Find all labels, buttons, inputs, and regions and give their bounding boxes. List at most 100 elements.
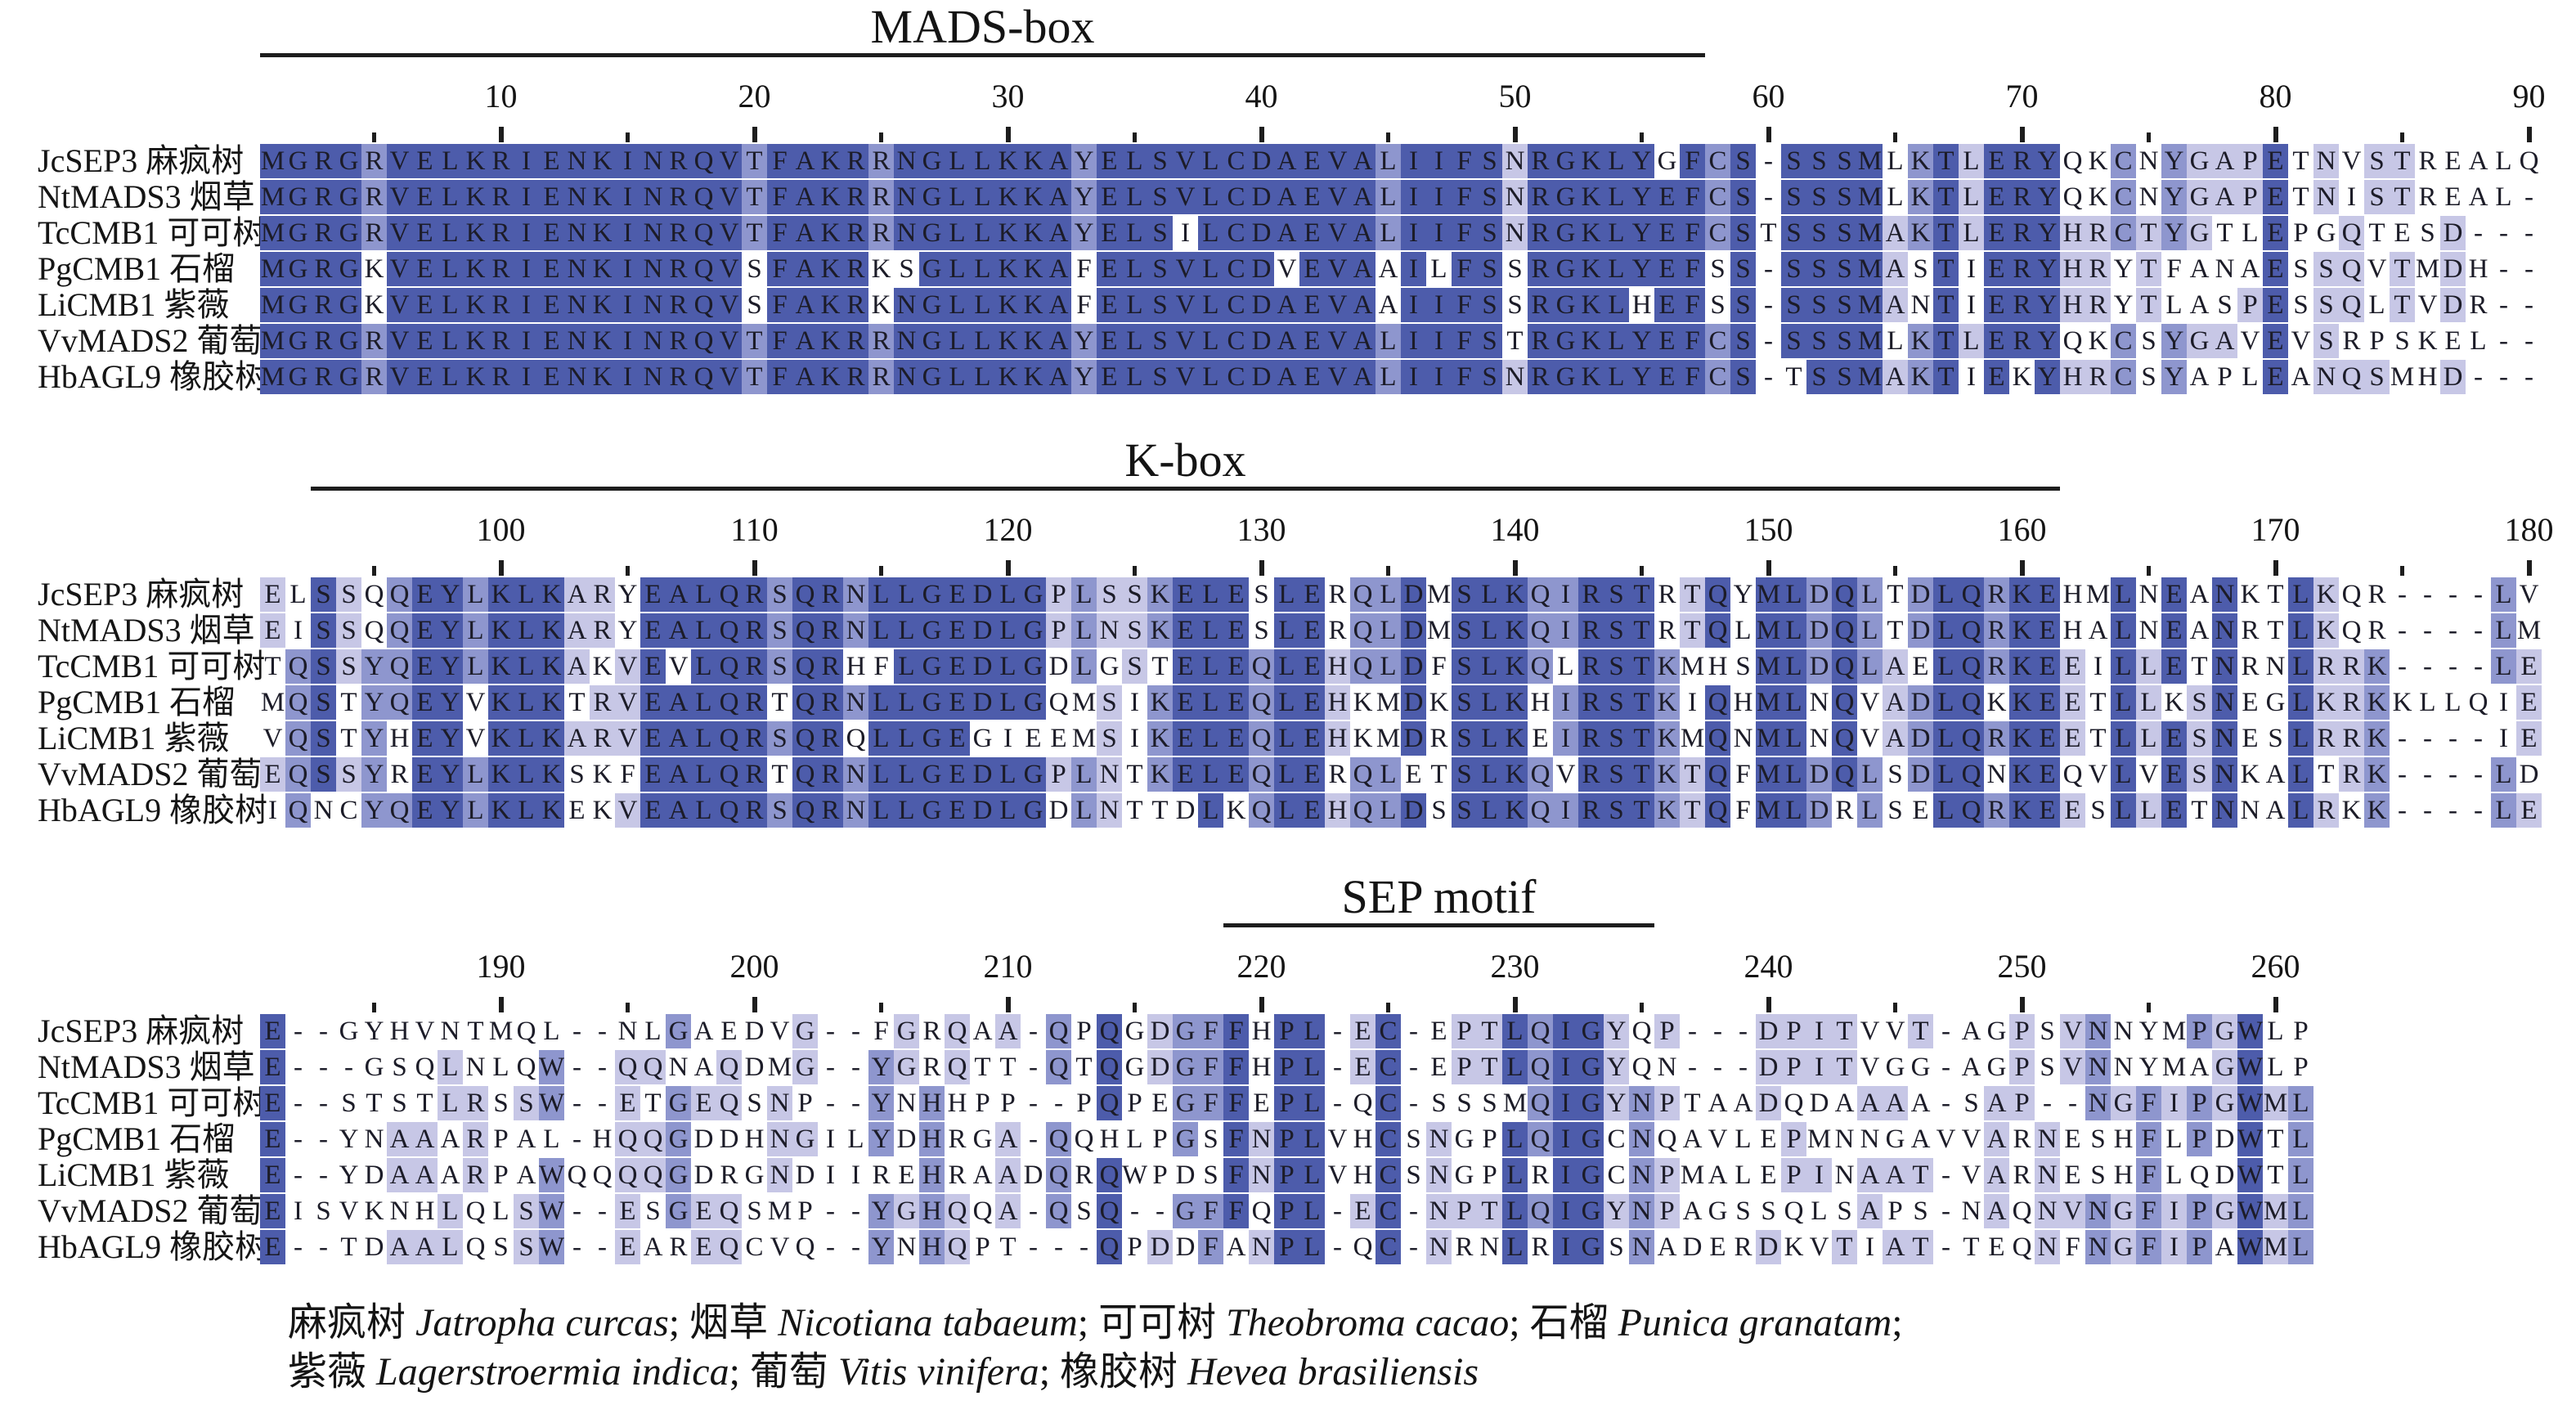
sequence-row: VvMADS2 葡萄 E I S V K N H L Q L S W - - E S G E Q S M P - - Y G H Q Q A… xyxy=(0,1194,2313,1228)
residue-cell: R xyxy=(311,216,336,250)
residue-cell: L xyxy=(894,613,919,648)
residue-cell: K xyxy=(463,180,488,214)
residue-cell: E xyxy=(1173,757,1198,792)
residue-cell: K xyxy=(2364,685,2390,720)
residue-cell: E xyxy=(2161,793,2187,828)
residue-cell: - xyxy=(294,1089,303,1118)
residue-cell: L xyxy=(1857,613,1883,648)
residue-cell: P xyxy=(1127,1089,1142,1118)
residue-cell: Y xyxy=(2035,288,2060,322)
caption-chinese-name: 麻疯树 xyxy=(288,1301,416,1344)
residue-cell: F xyxy=(2136,1158,2161,1192)
residue-cell: R xyxy=(1578,721,1604,756)
residue-cell: V xyxy=(1961,1124,1981,1154)
ruler-number: 150 xyxy=(1744,511,1793,548)
residue-cell: C xyxy=(1376,1050,1401,1084)
residue-cell: - xyxy=(851,1196,860,1226)
residue-cell: P xyxy=(1274,1230,1299,1264)
residue-cell: S xyxy=(1254,580,1269,609)
residue-cell: - xyxy=(1156,1196,1165,1226)
caption-line: 紫薇 Lagerstroermia indica; 葡萄 Vitis vinif… xyxy=(288,1348,1903,1397)
species-caption: 麻疯树 Jatropha curcas; 烟草 Nicotiana tabaeu… xyxy=(288,1299,1903,1397)
residue-cell: K xyxy=(1908,360,1933,394)
residue-cell: G xyxy=(339,1017,359,1046)
residue-cell: H xyxy=(2113,1124,2134,1154)
residue-cell: G xyxy=(336,144,361,178)
residue-cell: - xyxy=(1029,1089,1038,1118)
residue-cell: R xyxy=(948,1160,967,1190)
residue-cell: L xyxy=(1274,577,1299,612)
residue-cell: G xyxy=(1553,288,1578,322)
residue-cell: M xyxy=(260,252,285,286)
residue-cell: L xyxy=(1811,1196,1828,1226)
residue-cell: A xyxy=(1046,180,1071,214)
residue-cell: Q xyxy=(1350,649,1376,684)
residue-cell: D xyxy=(744,1053,765,1082)
residue-cell: S xyxy=(1477,216,1502,250)
residue-cell: K xyxy=(488,649,514,684)
residue-cell: F xyxy=(1223,1050,1249,1084)
residue-cell: L xyxy=(438,1230,463,1264)
residue-cell: K xyxy=(1021,288,1046,322)
sequence-row: NtMADS3 烟草 E - - - G S Q L N L Q W - - Q Q N A Q D M G - - Y G R Q T T… xyxy=(0,1050,2313,1084)
residue-cell: I xyxy=(826,1124,835,1154)
residue-cell: - xyxy=(2499,362,2508,392)
residue-cell: L xyxy=(644,1017,662,1046)
residue-cell: Y xyxy=(1071,180,1097,214)
residue-cell: R xyxy=(1429,724,1448,753)
residue-cell: K xyxy=(2009,649,2035,684)
residue-cell: H xyxy=(2113,1160,2134,1190)
residue-cell: Q xyxy=(945,1194,970,1228)
residue-cell: D xyxy=(2519,760,2539,789)
residue-cell: L xyxy=(2288,1230,2313,1264)
residue-cell: R xyxy=(1578,757,1604,792)
residue-cell: T xyxy=(1477,1014,1502,1048)
residue-cell: A xyxy=(792,180,818,214)
residue-cell: V xyxy=(1325,180,1350,214)
residue-cell: - xyxy=(1409,1196,1418,1226)
residue-cell: E xyxy=(539,360,564,394)
residue-cell: L xyxy=(1299,1194,1325,1228)
residue-cell: L xyxy=(1604,252,1629,286)
residue-cell: Q xyxy=(1528,1014,1553,1048)
residue-cell: A xyxy=(440,1160,460,1190)
residue-cell: N xyxy=(1249,1122,1274,1156)
residue-cell: Q xyxy=(1657,1124,1677,1154)
residue-cell: L xyxy=(945,324,970,358)
residue-cell: S xyxy=(1730,360,1756,394)
residue-cell: E xyxy=(1984,324,2009,358)
residue-cell: R xyxy=(742,613,767,648)
residue-cell: W xyxy=(2237,1158,2263,1192)
residue-cell: Q xyxy=(387,649,412,684)
residue-cell: T xyxy=(1760,218,1777,248)
residue-cell: L xyxy=(1376,649,1401,684)
residue-cell: - xyxy=(2474,362,2483,392)
residue-cell: V xyxy=(615,685,640,720)
residue-cell: P xyxy=(2237,180,2263,214)
residue-cell: D xyxy=(1401,613,1426,648)
residue-cell: - xyxy=(1688,1017,1697,1046)
residue-cell: D xyxy=(1147,1230,1173,1264)
residue-cell: P xyxy=(975,1089,990,1118)
residue-cell: L xyxy=(1122,360,1147,394)
residue-cell: G xyxy=(919,324,945,358)
residue-cell: E xyxy=(1984,252,2009,286)
residue-cell: K xyxy=(995,252,1021,286)
residue-cell: G xyxy=(972,1124,993,1154)
residue-cell: K xyxy=(590,252,615,286)
residue-cell: W xyxy=(2237,1050,2263,1084)
residue-cell: L xyxy=(2491,757,2516,792)
residue-cell: - xyxy=(2423,616,2432,645)
residue-cell: I xyxy=(1967,290,1976,320)
residue-cell: L xyxy=(1376,144,1401,178)
residue-cell: L xyxy=(2288,1158,2313,1192)
residue-cell: A xyxy=(666,685,691,720)
ruler-tick-minor xyxy=(2147,1003,2151,1012)
residue-cell: I xyxy=(1967,362,1976,392)
residue-cell: V xyxy=(387,216,412,250)
residue-cell: G xyxy=(1986,1053,2007,1082)
residue-cell: R xyxy=(361,216,387,250)
residue-cell: T xyxy=(1126,760,1143,789)
residue-cell: Y xyxy=(1604,1194,1629,1228)
residue-cell: N xyxy=(767,1086,792,1120)
